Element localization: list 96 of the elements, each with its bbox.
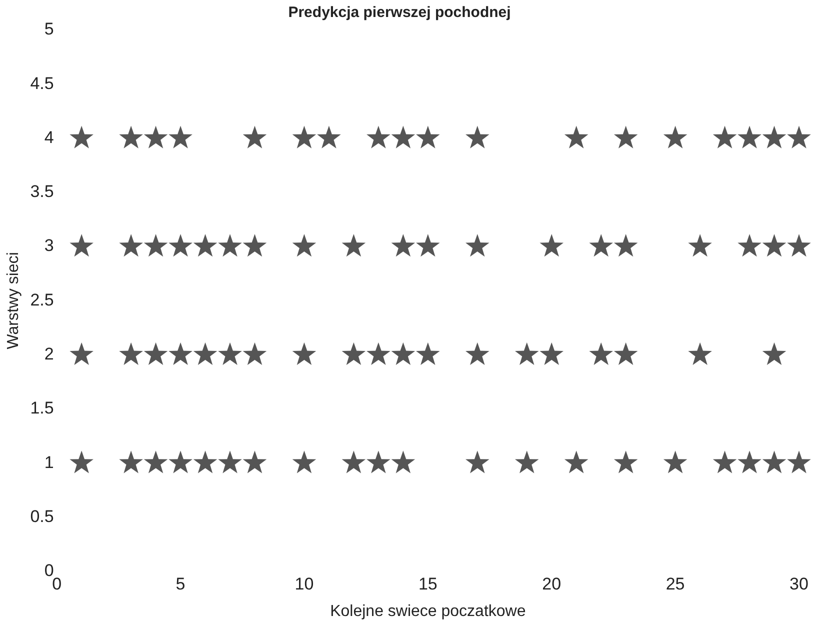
point [589, 342, 613, 365]
x-tick-label: 10 [294, 574, 314, 594]
y-tick-label: 1.5 [30, 398, 54, 418]
point [292, 450, 316, 474]
point [540, 234, 564, 257]
point [168, 342, 192, 365]
point [614, 450, 638, 474]
point [70, 342, 94, 365]
point [787, 450, 811, 474]
y-tick-label: 5 [44, 20, 54, 39]
point [738, 234, 762, 257]
point [762, 234, 786, 257]
point [787, 126, 811, 148]
point [317, 126, 341, 148]
point [614, 126, 638, 148]
point [342, 450, 366, 474]
point [366, 342, 390, 365]
y-tick-label: 0 [44, 561, 54, 580]
point [119, 342, 143, 365]
y-tick-label: 2 [44, 344, 54, 364]
x-axis-title: Kolejne swiece poczatkowe [330, 602, 526, 620]
y-tick-label: 4 [44, 128, 54, 147]
point [119, 450, 143, 474]
x-tick-label: 20 [542, 574, 562, 594]
point [292, 234, 316, 257]
point [762, 126, 786, 148]
point [466, 126, 490, 148]
point [712, 450, 737, 474]
point [119, 234, 143, 257]
point [193, 450, 218, 474]
point [168, 450, 192, 474]
point [514, 342, 539, 365]
point [342, 234, 366, 257]
point [70, 450, 94, 474]
point [614, 342, 638, 365]
point [564, 450, 588, 474]
point [168, 234, 192, 257]
point [144, 126, 168, 148]
point [391, 342, 416, 365]
point [564, 126, 588, 148]
point [391, 234, 416, 257]
x-tick-label: 30 [790, 574, 808, 594]
y-tick-label: 0.5 [30, 506, 54, 526]
point [688, 234, 712, 257]
point [738, 126, 762, 148]
x-tick-label: 5 [176, 574, 186, 594]
point [218, 342, 242, 365]
point [712, 126, 737, 148]
point [242, 342, 267, 365]
point [663, 450, 688, 474]
point [366, 450, 390, 474]
point [738, 450, 762, 474]
point [292, 126, 316, 148]
point [342, 342, 366, 365]
point [144, 234, 168, 257]
point [242, 450, 267, 474]
point [144, 342, 168, 365]
point [614, 234, 638, 257]
point [70, 126, 94, 148]
point [589, 234, 613, 257]
point [663, 126, 688, 148]
y-axis-title: Warstwy sieci [5, 252, 22, 350]
point [218, 234, 242, 257]
point [466, 450, 490, 474]
point [193, 234, 218, 257]
y-tick-label: 2.5 [30, 290, 54, 310]
point [787, 234, 811, 257]
point [416, 342, 440, 365]
point [466, 234, 490, 257]
y-tick-label: 1 [44, 452, 54, 472]
point [688, 342, 712, 365]
point [391, 450, 416, 474]
point [292, 342, 316, 365]
point [416, 126, 440, 148]
y-tick-label: 3.5 [30, 182, 54, 202]
point [466, 342, 490, 365]
point [242, 126, 267, 148]
point [366, 126, 390, 148]
point [762, 450, 786, 474]
point [540, 342, 564, 365]
point [391, 126, 416, 148]
y-tick-label: 4.5 [30, 74, 54, 93]
point [218, 450, 242, 474]
point [144, 450, 168, 474]
point [242, 234, 267, 257]
point [119, 126, 143, 148]
y-tick-label: 3 [44, 236, 54, 256]
x-tick-label: 25 [666, 574, 685, 594]
point [762, 342, 786, 365]
x-tick-label: 15 [418, 574, 438, 594]
point [416, 234, 440, 257]
point [193, 342, 218, 365]
point [70, 234, 94, 257]
point [514, 450, 539, 474]
chart-title: Predykcja pierwszej pochodnej [288, 4, 511, 22]
point [168, 126, 192, 148]
